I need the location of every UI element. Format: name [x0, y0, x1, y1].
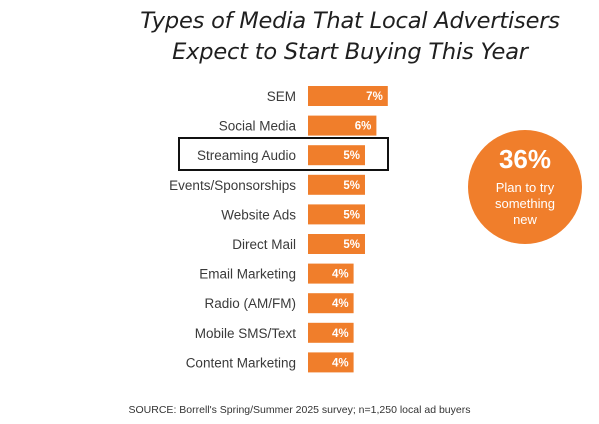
value-label-sem: 7% [366, 91, 383, 103]
value-label-mobile-sms-text: 4% [332, 328, 349, 340]
bar-social-media [308, 115, 377, 136]
bar-radio-am-fm [308, 293, 354, 314]
value-label-radio-am-fm: 4% [332, 298, 349, 310]
bar-mobile-sms-text [308, 322, 354, 343]
value-label-streaming-audio: 5% [343, 150, 360, 162]
value-label-events-sponsorships: 5% [343, 180, 360, 192]
category-label-content-marketing: Content Marketing [186, 355, 296, 370]
callout-text: Plan to try something new [495, 180, 555, 227]
category-label-direct-mail: Direct Mail [232, 237, 296, 252]
category-label-radio-am-fm: Radio (AM/FM) [204, 296, 296, 311]
callout-circle: 36% Plan to try something new [468, 130, 582, 244]
category-label-sem: SEM [267, 89, 296, 104]
bar-sem [308, 86, 388, 106]
category-label-website-ads: Website Ads [221, 207, 296, 222]
highlight-box-streaming-audio [178, 137, 389, 171]
chart-title: Types of Media That Local Advertisers Ex… [110, 6, 590, 68]
category-label-mobile-sms-text: Mobile SMS/Text [195, 326, 297, 341]
bar-email-marketing [308, 263, 354, 284]
chart-title-line-1: Types of Media That Local Advertisers [140, 8, 560, 34]
category-label-email-marketing: Email Marketing [199, 267, 296, 282]
value-label-social-media: 6% [355, 121, 372, 133]
bar-streaming-audio [308, 145, 365, 166]
category-label-social-media: Social Media [219, 119, 297, 134]
bar-events-sponsorships [308, 174, 365, 195]
callout-value: 36% [498, 144, 552, 174]
category-label-streaming-audio: Streaming Audio [197, 148, 296, 163]
value-label-content-marketing: 4% [332, 357, 349, 369]
category-label-events-sponsorships: Events/Sponsorships [169, 178, 296, 193]
value-label-email-marketing: 4% [332, 269, 349, 281]
bar-direct-mail [308, 234, 365, 254]
chart-title-line-2: Expect to Start Buying This Year [172, 39, 528, 65]
bar-content-marketing [308, 352, 354, 373]
source-note: SOURCE: Borrell's Spring/Summer 2025 sur… [128, 404, 471, 416]
bar-website-ads [308, 204, 365, 225]
value-label-direct-mail: 5% [343, 239, 360, 251]
value-label-website-ads: 5% [343, 209, 360, 221]
